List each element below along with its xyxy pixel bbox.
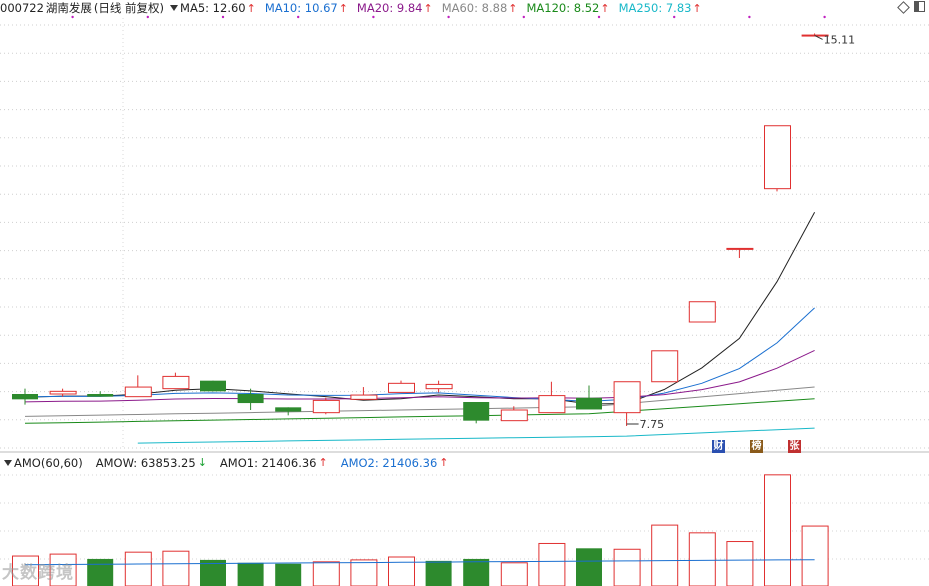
- candle-body: [651, 350, 679, 383]
- event-dot: [372, 15, 375, 19]
- volume-bar: [576, 548, 602, 586]
- candle-body: [538, 395, 566, 414]
- amo1-value: AMO1: 21406.36: [219, 456, 317, 470]
- event-dot: [447, 15, 450, 19]
- candle-body: [124, 386, 152, 398]
- candle-body: [350, 394, 378, 400]
- event-dot: [221, 15, 225, 19]
- volume-bar: [350, 559, 378, 586]
- high-marker-line: [814, 35, 823, 40]
- arrow-up-icon: ↑: [692, 1, 702, 15]
- volume-bar: [463, 558, 490, 586]
- ma-legend-item: MA60: 8.88: [441, 0, 508, 15]
- watermark-logo: 大数跨境: [2, 563, 74, 583]
- volume-bar: [388, 556, 415, 586]
- volume-bar: [237, 562, 264, 586]
- arrow-up-icon: ↑: [423, 1, 433, 15]
- candle-body: [237, 394, 264, 404]
- dropdown-triangle-icon[interactable]: [4, 460, 12, 466]
- candle-body: [463, 402, 490, 421]
- candle-body: [388, 382, 415, 393]
- volume-bar: [688, 532, 716, 586]
- candle-body: [764, 125, 791, 190]
- event-dot: [748, 15, 751, 19]
- period-label: (日线 前复权): [93, 1, 165, 15]
- volume-bar: [613, 548, 641, 586]
- panel-toggle-icon[interactable]: [914, 1, 925, 12]
- candle-body: [200, 380, 226, 392]
- ma-legend-item: MA20: 9.84: [356, 0, 423, 15]
- ranking-badge[interactable]: 榜: [750, 440, 763, 453]
- arrow-up-icon: ↑: [439, 456, 449, 469]
- volume-bar: [425, 560, 452, 586]
- candle-body: [312, 399, 340, 414]
- candle-body: [726, 247, 754, 250]
- low-price-label: 7.75: [640, 418, 665, 431]
- candle-body: [688, 301, 716, 323]
- finance-badge[interactable]: 财: [712, 440, 725, 453]
- ma10-line: [24, 307, 815, 402]
- candle-body: [49, 390, 77, 395]
- volume-bar: [200, 559, 226, 586]
- ma-legend-group: MA5: 12.60↑ MA10: 10.67↑ MA20: 9.84↑ MA60: …: [180, 0, 711, 17]
- volume-bar: [275, 563, 302, 586]
- limit-up-badge[interactable]: 张: [788, 440, 801, 453]
- volume-bar: [538, 542, 566, 586]
- arrow-up-icon: ↑: [600, 1, 610, 15]
- amo-label: AMO(60,60): [14, 456, 83, 470]
- ma250-line: [137, 427, 815, 444]
- event-dot: [522, 15, 525, 19]
- amo-average-line: [24, 559, 815, 566]
- volume-bar: [12, 555, 39, 586]
- amo2-value: AMO2: 21406.36: [340, 456, 438, 470]
- volume-bar: [162, 550, 190, 586]
- ma-legend-item: MA120: 8.52: [526, 0, 600, 15]
- event-dot: [823, 15, 826, 19]
- ma120-line: [24, 398, 815, 424]
- event-dot: [146, 15, 149, 19]
- volume-bar: [124, 551, 152, 586]
- high-price-label: 15.11: [824, 33, 856, 46]
- stock-code: 000722: [0, 1, 44, 15]
- arrow-down-icon: ↓: [197, 456, 207, 469]
- arrow-up-icon: ↑: [318, 456, 328, 469]
- candle-body: [12, 394, 38, 400]
- stock-name: 湖南发展: [45, 1, 92, 15]
- event-dot: [673, 15, 676, 19]
- amow-value: AMOW: 63853.25: [95, 456, 196, 470]
- volume-bar: [87, 558, 114, 586]
- dropdown-triangle-icon[interactable]: [170, 5, 179, 11]
- ma-legend-item: MA5: 12.60: [180, 0, 246, 15]
- ma60-line: [24, 386, 815, 417]
- candle-body: [425, 383, 453, 390]
- chart-legend: 000722 湖南发展 (日线 前复权) MA5: 12.60↑ MA10: 10…: [0, 0, 713, 16]
- candle-body: [275, 407, 302, 412]
- volume-bar: [764, 474, 791, 586]
- candle-body: [162, 375, 190, 390]
- candle-body: [500, 409, 528, 422]
- volume-legend: AMO(60,60) AMOW: 63853.25 ↓ AMO1: 21406.3…: [0, 455, 450, 471]
- arrow-up-icon: ↑: [246, 1, 256, 15]
- event-dot: [71, 15, 74, 19]
- toolbar-icons: [897, 1, 925, 14]
- ma-legend-item: MA10: 10.67: [264, 0, 338, 15]
- volume-bar: [726, 541, 754, 586]
- event-dot: [297, 15, 300, 19]
- ma-legend-item: MA250: 7.83: [618, 0, 692, 15]
- arrow-up-icon: ↑: [338, 1, 348, 15]
- volume-bar: [49, 553, 77, 586]
- volume-bar: [500, 562, 528, 586]
- volume-bar: [312, 561, 340, 586]
- candle-body: [87, 394, 114, 397]
- ma20-line: [24, 349, 815, 403]
- volume-bar: [651, 524, 679, 586]
- arrow-up-icon: ↑: [508, 1, 518, 15]
- candle-body: [613, 381, 641, 414]
- event-dot: [597, 15, 601, 19]
- volume-bar: [801, 525, 829, 586]
- candle-body: [576, 397, 602, 410]
